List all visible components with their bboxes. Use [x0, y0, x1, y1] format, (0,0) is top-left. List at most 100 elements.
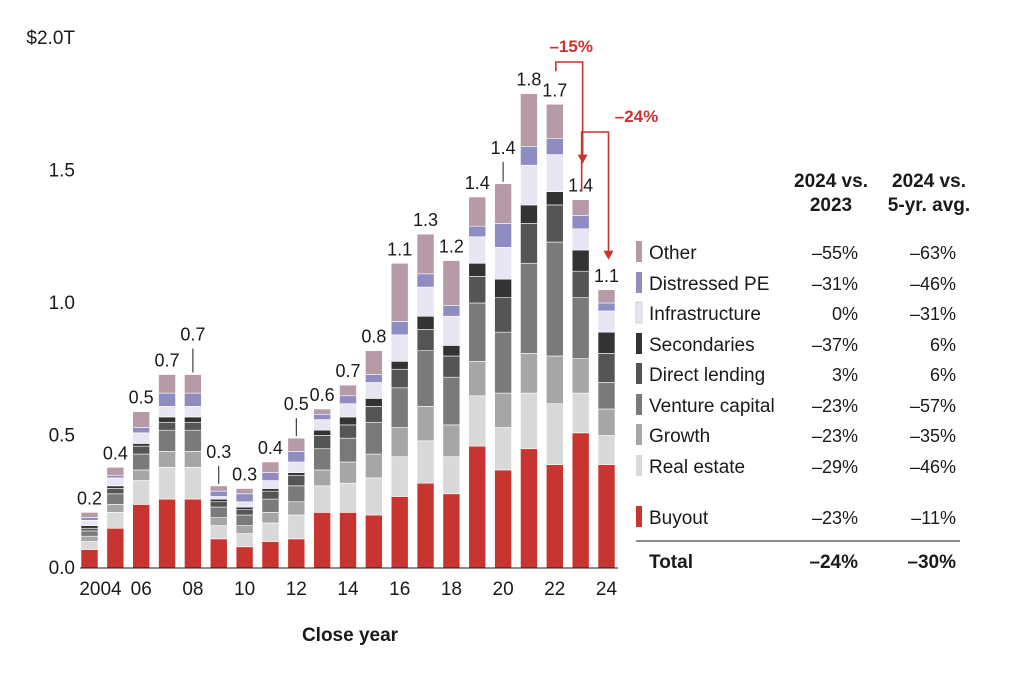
bar-total-label: 0.4 [103, 443, 128, 463]
value-vs-5yr: –46% [910, 274, 956, 294]
legend-swatch [635, 301, 643, 324]
bar-total-label: 1.3 [413, 210, 438, 230]
total-vs-5yr: –30% [907, 552, 956, 573]
bar-stack [106, 466, 125, 569]
table-row: Venture capital –23% –57% [636, 394, 956, 417]
value-vs-2023: –23% [812, 508, 858, 528]
bar-segment [442, 305, 461, 317]
x-tick-label: 24 [596, 579, 618, 600]
bar-segment [261, 522, 280, 542]
y-tick-label: $2.0T [26, 28, 75, 49]
bar-segment [80, 517, 99, 521]
bar-segment [209, 490, 228, 497]
bar-segment [416, 286, 435, 317]
x-tick-label: 14 [337, 579, 359, 600]
bar-segment [416, 233, 435, 275]
bar-segment [184, 392, 202, 407]
bar-segment [339, 403, 357, 418]
bar-total-label: 1.8 [516, 70, 541, 90]
bar-segment [339, 512, 357, 569]
bar-segment [545, 138, 564, 155]
value-vs-5yr: 6% [930, 365, 956, 385]
bar-segment [132, 453, 150, 471]
bar-segment [209, 485, 228, 492]
y-axis: 0.0 0.5 1.0 1.5 $2.0T [26, 28, 75, 579]
bar-segment [287, 474, 306, 487]
bar-segment [416, 440, 435, 484]
bar-segment [365, 350, 383, 375]
bar-total-label: 0.2 [77, 488, 102, 508]
bar-segment [520, 262, 538, 354]
bar-segment [80, 535, 99, 542]
bar-segment [468, 302, 487, 362]
bar-stack [184, 374, 202, 569]
bar-segment [494, 331, 512, 394]
bar-segment [390, 387, 409, 428]
bar-segment [390, 456, 409, 497]
bar-segment [339, 424, 357, 439]
bar-segment [597, 464, 616, 569]
legend-swatch [636, 455, 642, 476]
bar-segment [468, 360, 487, 397]
bar-segment [261, 480, 280, 489]
table-rows: Other –55% –63% Distressed PE –31% –46% Infras… [635, 241, 956, 529]
annotation-bracket [580, 131, 610, 252]
bar-segment [365, 406, 383, 423]
bar-segment [235, 509, 254, 516]
y-tick-label: 1.0 [49, 293, 75, 314]
bar-segment [442, 315, 461, 346]
bar-segment [80, 527, 99, 532]
bar-segment [235, 525, 254, 534]
table-row: Other –55% –63% [636, 241, 956, 264]
bar-segment [80, 525, 99, 529]
bar-segment [132, 427, 150, 434]
bar-segment [80, 519, 99, 526]
bar-segment [494, 183, 512, 224]
bar-segment [287, 485, 306, 503]
bar-segment [545, 464, 564, 569]
value-vs-2023: –23% [812, 396, 858, 416]
bar-segment [313, 429, 331, 436]
bar-segment [106, 527, 125, 569]
bar-stack [468, 196, 487, 569]
legend-label: Distressed PE [649, 274, 769, 295]
bar-segment [287, 538, 306, 569]
bar-total-label: 0.3 [232, 465, 257, 485]
bar-segment [571, 270, 590, 299]
bar-segment [209, 517, 228, 526]
value-vs-2023: –37% [812, 335, 858, 355]
bar-segment [106, 493, 125, 505]
x-tick-label: 20 [493, 579, 514, 600]
bar-segment [365, 453, 383, 479]
value-vs-5yr: –57% [910, 396, 956, 416]
bar-segment [390, 360, 409, 370]
y-tick-label: 0.5 [49, 426, 75, 447]
bar-stacks [80, 93, 616, 569]
bar-segment [571, 297, 590, 359]
bar-segment [261, 490, 280, 500]
bar-segment [184, 421, 202, 431]
value-vs-5yr: 6% [930, 335, 956, 355]
bar-segment [390, 334, 409, 362]
bar-segment [416, 406, 435, 442]
bar-segment [468, 225, 487, 238]
bar-segment [261, 488, 280, 492]
bar-total-label: 0.5 [284, 394, 309, 414]
x-tick-label: 10 [234, 579, 255, 600]
legend-swatch [636, 363, 642, 384]
col2-header-line2: 5-yr. avg. [888, 195, 970, 216]
bar-stack [235, 488, 254, 569]
bar-segment [313, 469, 331, 487]
value-vs-2023: –31% [812, 274, 858, 294]
bar-total-label: 0.7 [155, 351, 180, 371]
bar-segment [158, 392, 176, 407]
bar-segment [442, 456, 461, 495]
bar-stack [261, 461, 280, 569]
bar-segment [545, 103, 564, 140]
x-tick-label: 12 [286, 579, 307, 600]
table-row: Secondaries –37% 6% [636, 333, 956, 356]
bar-total-label: 1.1 [387, 239, 412, 259]
bar-total-label: 1.1 [594, 266, 619, 286]
bar-total-label: 0.5 [129, 388, 154, 408]
bar-segment [442, 424, 461, 457]
